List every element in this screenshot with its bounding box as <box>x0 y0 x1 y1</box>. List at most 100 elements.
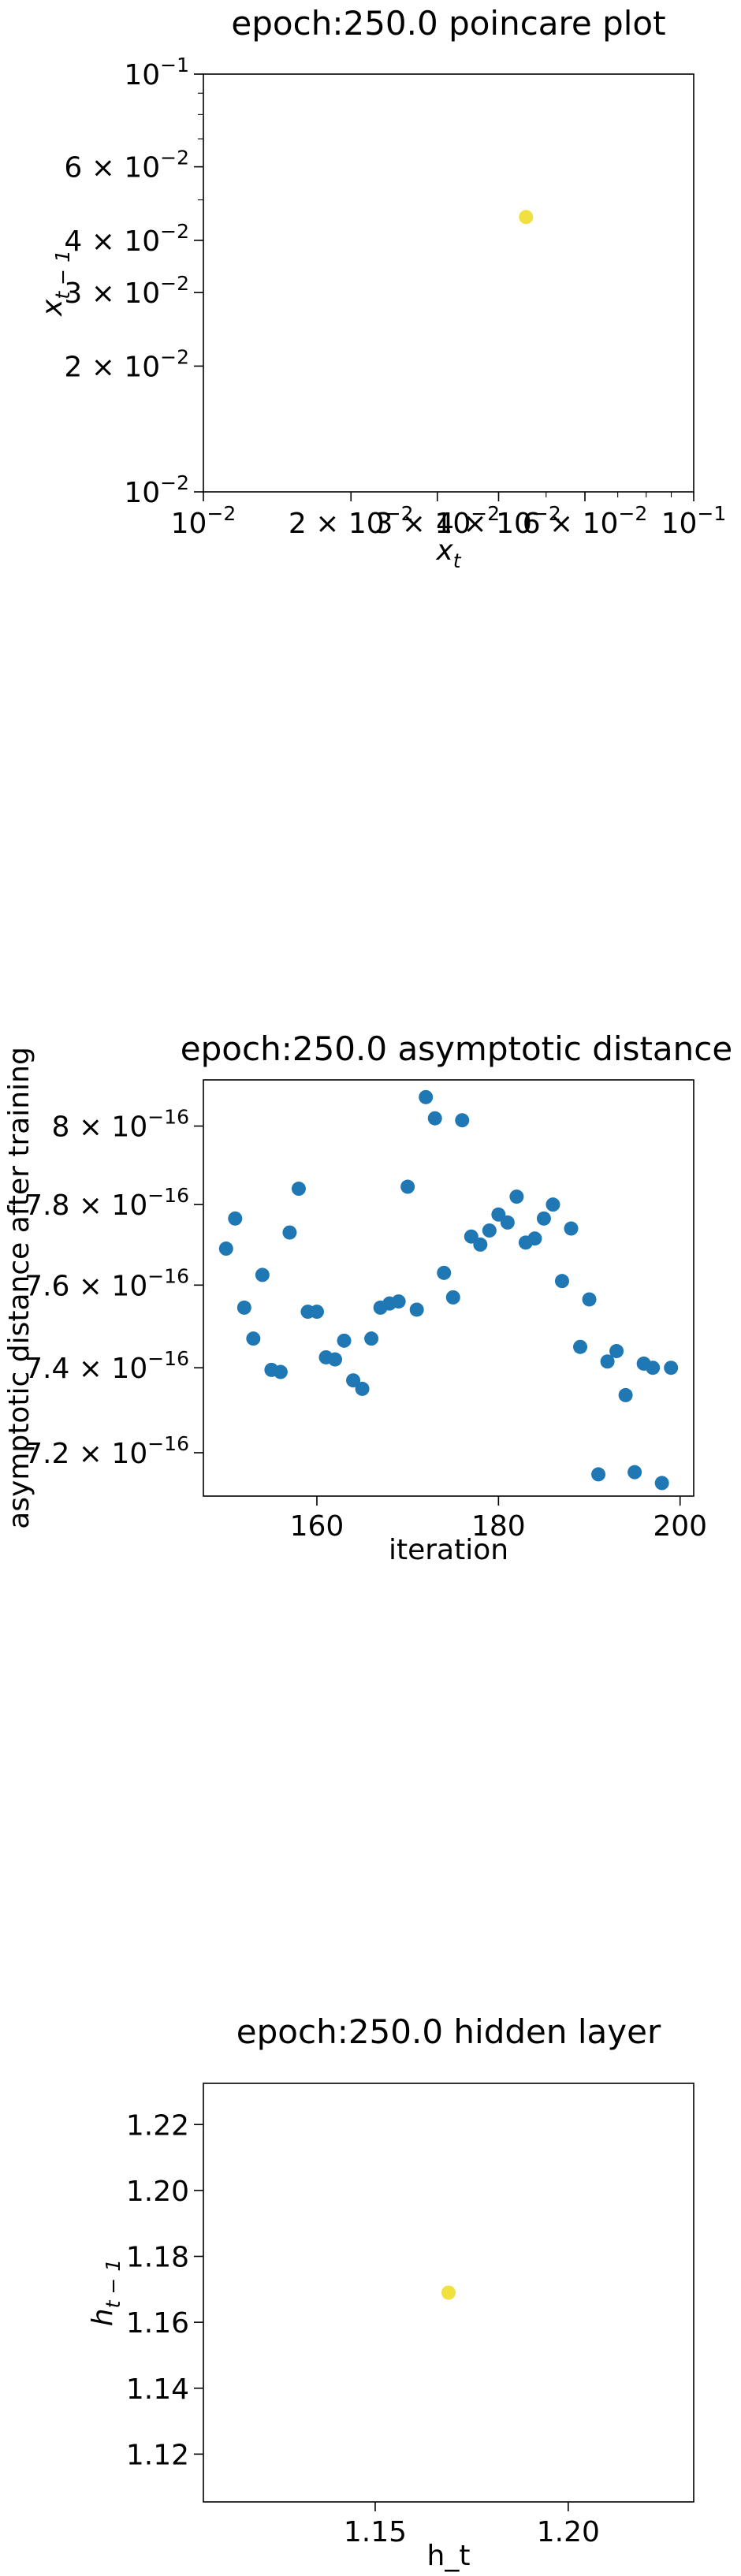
data-point <box>482 1223 497 1238</box>
y-tick-label-exponent: −2 <box>160 220 189 243</box>
x-tick-label: 2 × 10−2 <box>289 502 414 540</box>
data-point <box>236 1300 251 1315</box>
x-tick-label-exponent: −2 <box>385 502 414 525</box>
y-axis-label-base: h <box>87 2308 119 2326</box>
y-tick-label-exponent: −2 <box>160 272 189 295</box>
data-point <box>441 2285 456 2300</box>
y-tick-label-exponent: −16 <box>147 1264 189 1287</box>
chart-title: epoch:250.0 poincare plot <box>231 4 665 43</box>
data-point <box>291 1182 306 1197</box>
data-point <box>654 1476 669 1491</box>
data-point <box>582 1292 597 1307</box>
y-tick-label-exponent: −2 <box>160 345 189 368</box>
data-point <box>391 1294 406 1309</box>
data-point <box>473 1237 488 1252</box>
x-tick-label: 1.20 <box>537 2516 600 2548</box>
y-tick-label: 7.6 × 10−16 <box>24 1264 189 1302</box>
y-tick-label-exponent: −2 <box>160 471 189 494</box>
plot-frame <box>203 73 694 493</box>
y-axis-label: xt − 1 <box>36 250 74 317</box>
x-tick-label: 10−1 <box>661 502 727 540</box>
data-point <box>427 1111 442 1126</box>
x-tick-label: 200 <box>653 1510 707 1543</box>
y-tick-label: 4 × 10−2 <box>64 220 189 258</box>
y-tick-label: 10−1 <box>124 54 189 91</box>
x-tick-label: 10−2 <box>171 502 236 540</box>
y-tick-label-base: 2 × 10 <box>64 351 160 383</box>
y-axis-label-base: x <box>36 299 69 317</box>
x-tick-label-base: 3 × 10 <box>374 508 471 540</box>
y-tick-label-base: 7.8 × 10 <box>24 1189 147 1222</box>
data-point <box>309 1305 324 1320</box>
data-point <box>591 1467 606 1482</box>
y-tick-label-base: 7.2 × 10 <box>24 1438 147 1470</box>
x-tick-label-exponent: −2 <box>207 502 236 525</box>
x-tick-label-exponent: −2 <box>532 502 561 525</box>
x-tick-label: 4 × 10−2 <box>436 502 561 540</box>
plot-frame <box>203 2083 694 2503</box>
x-axis-label: xt <box>435 534 461 572</box>
chart-title: epoch:250.0 hidden layer <box>236 2012 661 2051</box>
data-point <box>646 1361 661 1375</box>
x-axis-label: iteration <box>389 1534 508 1566</box>
x-axis-label-subscript: t <box>453 549 462 572</box>
data-point <box>600 1354 615 1369</box>
data-point <box>400 1179 415 1194</box>
chart-panel-3: epoch:250.0 hidden layer 1.15 1.20 1.12 1.14… <box>87 2012 694 2572</box>
x-tick-label-base: 10 <box>661 508 698 540</box>
x-tick-label: 3 × 10−2 <box>374 502 500 540</box>
plot-frame <box>203 1079 694 1497</box>
data-point <box>519 210 534 225</box>
y-tick-label-exponent: −2 <box>160 147 189 169</box>
y-axis-label-subscript: t − 1 <box>102 2259 125 2309</box>
y-tick-label: 10−2 <box>124 471 189 509</box>
y-axis-label: asymptotic distance after training <box>3 1047 35 1529</box>
x-axis-label: h_t <box>427 2540 471 2572</box>
y-tick-label: 7.8 × 10−16 <box>24 1184 189 1222</box>
y-tick-label-base: 7.4 × 10 <box>24 1353 147 1385</box>
y-tick-label: 8 × 10−16 <box>51 1106 189 1144</box>
y-tick-label: 1.12 <box>126 2439 189 2471</box>
y-tick-label-base: 10 <box>124 477 160 509</box>
x-tick-label-exponent: −1 <box>697 502 726 525</box>
y-tick-label: 1.20 <box>126 2176 189 2208</box>
data-point <box>355 1381 370 1396</box>
y-tick-label-base: 3 × 10 <box>64 277 160 310</box>
data-point <box>527 1231 542 1246</box>
data-point <box>246 1331 261 1346</box>
y-tick-label: 3 × 10−2 <box>64 272 189 310</box>
data-point <box>282 1225 297 1240</box>
data-point <box>664 1361 679 1375</box>
x-tick-label-base: 6 × 10 <box>523 508 619 540</box>
x-tick-label-base: 4 × 10 <box>436 508 532 540</box>
data-point <box>419 1089 434 1104</box>
x-axis-label-base: x <box>435 534 453 567</box>
data-point <box>627 1465 642 1480</box>
data-point <box>437 1265 452 1280</box>
y-tick-label: 7.4 × 10−16 <box>24 1347 189 1385</box>
data-point <box>509 1189 524 1204</box>
data-point <box>464 1229 478 1244</box>
y-tick-label: 6 × 10−2 <box>64 147 189 184</box>
y-tick-label-base: 10 <box>124 59 160 91</box>
x-tick-label: 160 <box>290 1510 344 1543</box>
data-point <box>536 1211 551 1226</box>
data-point <box>500 1215 515 1230</box>
y-tick-label-base: 4 × 10 <box>64 225 160 258</box>
y-tick-label-exponent: −1 <box>160 54 189 76</box>
x-tick-label-base: 10 <box>171 508 207 540</box>
data-point <box>609 1344 624 1359</box>
data-point <box>564 1221 579 1236</box>
y-tick-label: 1.22 <box>126 2109 189 2142</box>
data-point <box>455 1113 470 1128</box>
data-point <box>573 1339 588 1354</box>
y-tick-label-base: 8 × 10 <box>51 1111 147 1144</box>
y-axis-label-subscript: t − 1 <box>51 250 74 300</box>
y-tick-label: 1.14 <box>126 2373 189 2406</box>
y-tick-label-exponent: −16 <box>147 1106 189 1129</box>
y-tick-label-exponent: −16 <box>147 1184 189 1207</box>
data-point <box>328 1352 343 1367</box>
data-point <box>337 1333 352 1348</box>
